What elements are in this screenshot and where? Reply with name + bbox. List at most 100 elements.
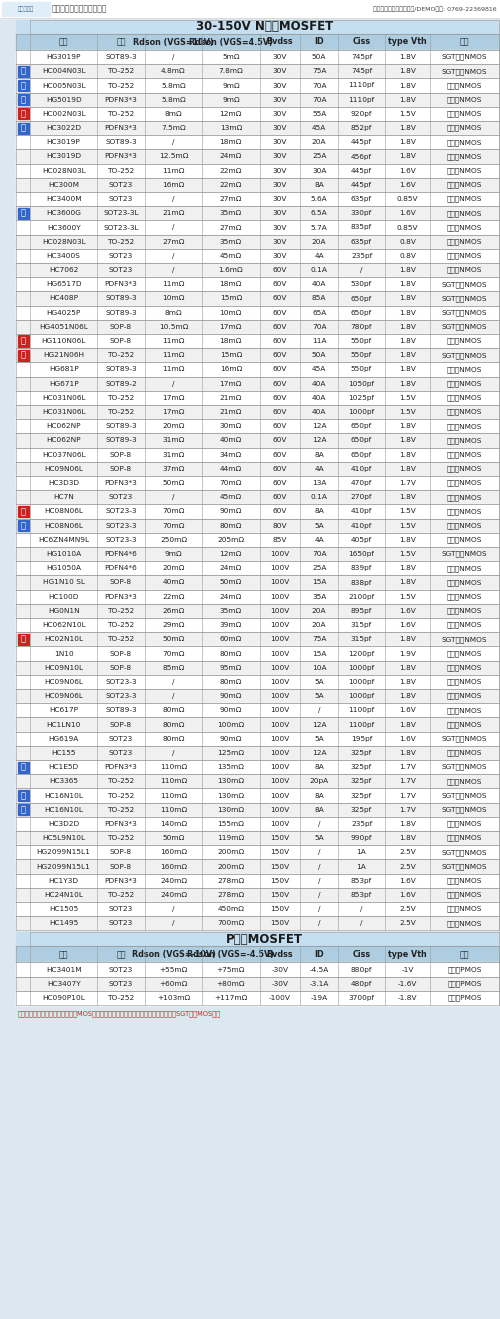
Bar bbox=[30, 575, 98, 590]
Text: 1N10: 1N10 bbox=[54, 650, 74, 657]
Text: 沟槽型NMOS: 沟槽型NMOS bbox=[447, 678, 482, 685]
Text: 沟槽型NMOS: 沟槽型NMOS bbox=[447, 437, 482, 443]
Text: 8A: 8A bbox=[314, 182, 324, 187]
Text: 11mΩ: 11mΩ bbox=[162, 338, 184, 344]
Bar bbox=[338, 178, 385, 193]
Bar bbox=[30, 491, 98, 504]
Text: HC3019P: HC3019P bbox=[46, 140, 80, 145]
Text: 330pf: 330pf bbox=[351, 210, 372, 216]
Text: 45mΩ: 45mΩ bbox=[220, 495, 242, 500]
Text: 热: 热 bbox=[20, 506, 25, 516]
Bar bbox=[260, 249, 300, 262]
Bar bbox=[338, 619, 385, 632]
Bar bbox=[300, 65, 338, 78]
Bar bbox=[30, 178, 98, 193]
Bar bbox=[300, 363, 338, 377]
Bar bbox=[98, 405, 145, 419]
Bar bbox=[202, 518, 260, 533]
Text: 10A: 10A bbox=[312, 665, 326, 670]
Bar bbox=[338, 334, 385, 348]
Bar bbox=[260, 193, 300, 206]
Bar bbox=[385, 476, 430, 491]
Text: HC062N10L: HC062N10L bbox=[42, 623, 86, 628]
Text: 70A: 70A bbox=[312, 83, 326, 88]
Bar bbox=[260, 107, 300, 121]
Bar bbox=[260, 963, 300, 976]
Bar bbox=[98, 619, 145, 632]
Text: 80mΩ: 80mΩ bbox=[162, 736, 184, 741]
Bar bbox=[30, 193, 98, 206]
Bar bbox=[260, 845, 300, 860]
Text: 13A: 13A bbox=[312, 480, 326, 487]
Bar bbox=[98, 377, 145, 390]
Bar bbox=[202, 319, 260, 334]
Bar bbox=[145, 363, 202, 377]
Text: 650pf: 650pf bbox=[351, 438, 372, 443]
Bar bbox=[300, 860, 338, 873]
Bar bbox=[260, 646, 300, 661]
Bar bbox=[300, 947, 338, 963]
Bar bbox=[430, 632, 499, 646]
Bar bbox=[98, 491, 145, 504]
Text: 沟槽型NMOS: 沟槽型NMOS bbox=[447, 125, 482, 132]
Bar bbox=[202, 963, 260, 976]
Text: 1.8V: 1.8V bbox=[400, 125, 416, 131]
Bar bbox=[0, 0, 500, 18]
Text: HC037N06L: HC037N06L bbox=[42, 451, 86, 458]
Text: /: / bbox=[172, 381, 174, 386]
Bar bbox=[18, 350, 28, 361]
Bar bbox=[260, 547, 300, 561]
Bar bbox=[98, 193, 145, 206]
Text: 22mΩ: 22mΩ bbox=[162, 594, 184, 600]
Bar bbox=[98, 802, 145, 816]
Text: 热: 热 bbox=[20, 109, 25, 119]
Bar bbox=[260, 390, 300, 405]
Bar bbox=[145, 632, 202, 646]
Bar bbox=[145, 561, 202, 575]
Text: 沟槽型NMOS: 沟槽型NMOS bbox=[447, 565, 482, 571]
Bar bbox=[98, 533, 145, 547]
Bar bbox=[16, 947, 30, 963]
Bar bbox=[260, 774, 300, 789]
Text: HC7062: HC7062 bbox=[49, 268, 78, 273]
Text: HC3D2D: HC3D2D bbox=[48, 820, 79, 827]
Bar bbox=[430, 873, 499, 888]
Bar bbox=[300, 434, 338, 447]
Bar bbox=[16, 917, 30, 930]
Bar bbox=[300, 963, 338, 976]
Text: 型号: 型号 bbox=[59, 950, 69, 959]
Text: 30A: 30A bbox=[312, 168, 326, 174]
Text: 27mΩ: 27mΩ bbox=[220, 197, 242, 202]
Bar bbox=[300, 632, 338, 646]
Bar bbox=[202, 390, 260, 405]
Bar bbox=[430, 619, 499, 632]
Bar bbox=[16, 976, 30, 991]
Bar bbox=[430, 136, 499, 149]
Bar bbox=[145, 789, 202, 802]
Bar bbox=[18, 94, 28, 106]
Bar bbox=[300, 193, 338, 206]
Bar bbox=[30, 933, 499, 947]
Bar bbox=[202, 249, 260, 262]
Text: 30V: 30V bbox=[273, 210, 287, 216]
Bar bbox=[260, 976, 300, 991]
Text: 880pf: 880pf bbox=[351, 967, 372, 972]
Bar bbox=[16, 34, 30, 50]
Text: HC3600G: HC3600G bbox=[46, 210, 81, 216]
Bar bbox=[300, 745, 338, 760]
Bar bbox=[430, 78, 499, 92]
Bar bbox=[338, 491, 385, 504]
Text: 1.6V: 1.6V bbox=[400, 707, 416, 714]
Bar bbox=[300, 491, 338, 504]
Bar bbox=[338, 888, 385, 902]
Text: 70A: 70A bbox=[312, 324, 326, 330]
Text: SOT89-3: SOT89-3 bbox=[105, 295, 137, 302]
Bar bbox=[430, 845, 499, 860]
Bar bbox=[30, 547, 98, 561]
Bar bbox=[338, 518, 385, 533]
Text: 100V: 100V bbox=[270, 807, 289, 813]
Bar bbox=[338, 745, 385, 760]
Text: SOT89-3: SOT89-3 bbox=[105, 310, 137, 315]
Bar bbox=[385, 703, 430, 718]
Text: 100V: 100V bbox=[270, 623, 289, 628]
